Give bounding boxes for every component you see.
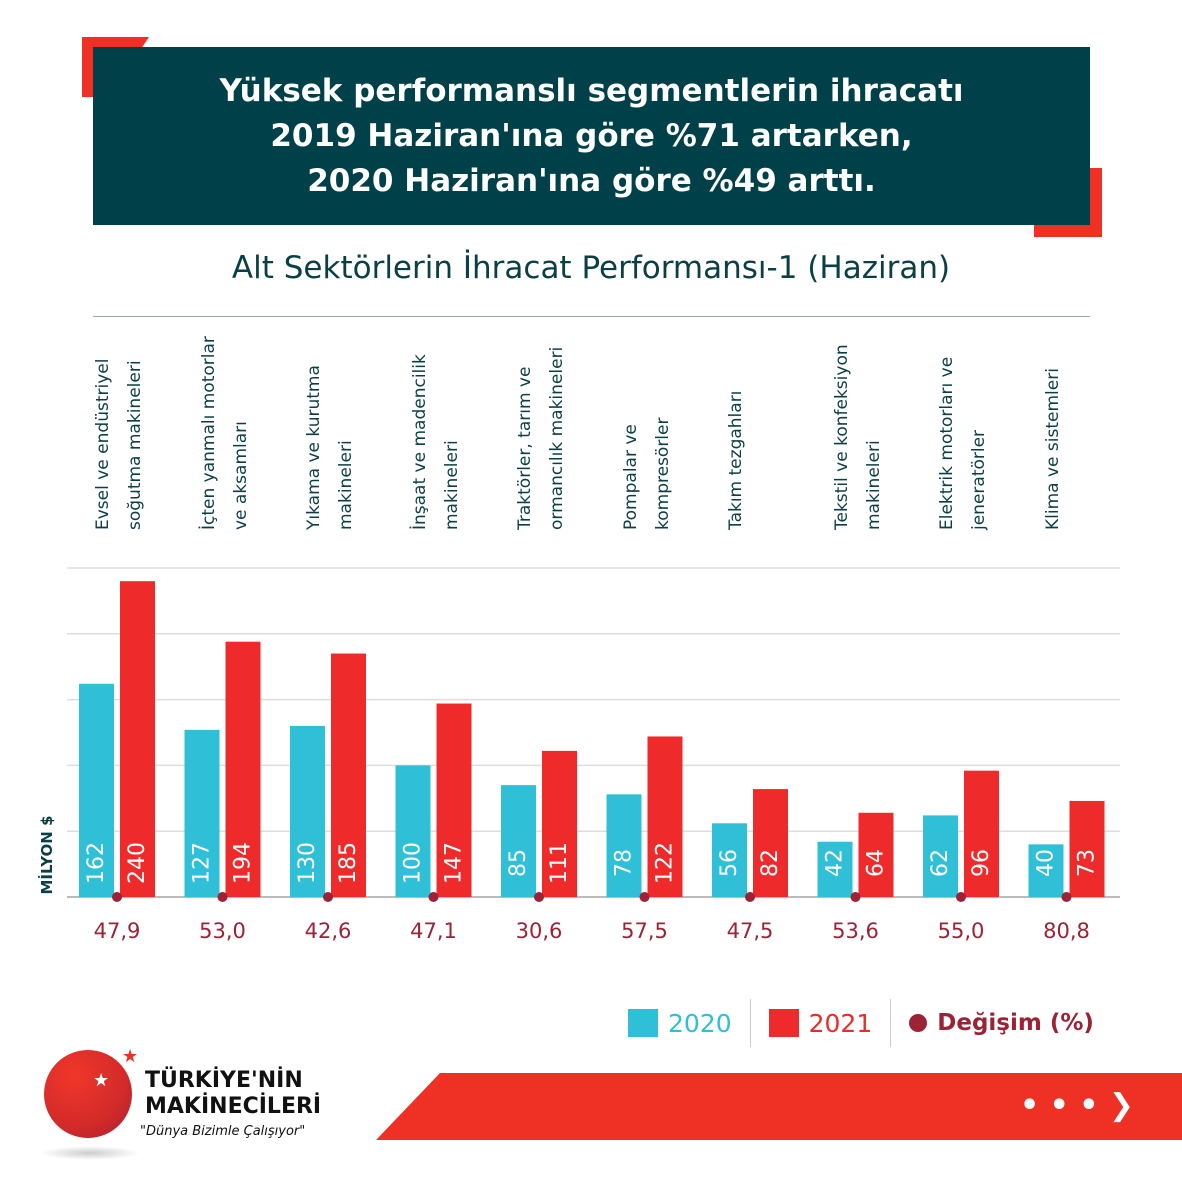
change-dot xyxy=(217,892,228,902)
change-label: 57,5 xyxy=(621,919,668,943)
brand-line: MAKİNECİLERİ xyxy=(145,1094,322,1119)
bar-2021 xyxy=(331,653,366,897)
data-label-2021: 147 xyxy=(442,842,467,884)
bar-2020 xyxy=(395,765,431,897)
bar-2020 xyxy=(923,815,958,897)
data-label-2020: 56 xyxy=(717,849,742,877)
legend-label-2021: 2021 xyxy=(808,1008,873,1038)
data-label-2020: 62 xyxy=(928,849,953,877)
legend-label-change: Değişim (%) xyxy=(937,1010,1094,1036)
change-dot xyxy=(1061,892,1072,902)
legend-label-2020: 2020 xyxy=(668,1008,732,1038)
data-label-2021: 64 xyxy=(864,849,889,877)
bar-2021 xyxy=(647,736,683,897)
change-label: 47,9 xyxy=(94,919,141,943)
data-label-2021: 240 xyxy=(125,842,150,884)
data-label-2020: 130 xyxy=(295,842,320,884)
legend-swatch-2020 xyxy=(628,1009,658,1037)
legend: 2020 2021 Değişim (%) xyxy=(628,999,1094,1047)
change-dot xyxy=(323,892,333,902)
data-label-2020: 42 xyxy=(823,849,848,877)
data-label-2020: 127 xyxy=(190,842,215,884)
star-icon: ★ xyxy=(93,1070,110,1091)
data-label-2020: 85 xyxy=(506,849,531,877)
bar-2020 xyxy=(290,725,325,897)
headline-line: 2020 Haziran'ına göre %49 arttı. xyxy=(307,162,876,199)
headline-line: Yüksek performanslı segmentlerin ihracat… xyxy=(219,72,964,109)
bar-2020 xyxy=(501,785,536,897)
bar-2020 xyxy=(184,729,220,897)
data-label-2021: 185 xyxy=(336,842,361,884)
change-label: 55,0 xyxy=(938,919,985,943)
data-label-2021: 96 xyxy=(969,849,994,877)
star-icon: ★ xyxy=(122,1046,139,1067)
data-label-2020: 40 xyxy=(1034,849,1059,877)
corner-accent-top xyxy=(82,37,149,47)
bar-2021 xyxy=(225,641,261,897)
bar-2020 xyxy=(606,794,642,897)
legend-separator xyxy=(749,999,751,1047)
slogan: "Dünya Bizimle Çalışıyor" xyxy=(140,1124,306,1139)
change-label: 53,6 xyxy=(832,919,879,943)
change-dot xyxy=(745,892,755,902)
legend-swatch-2021 xyxy=(768,1009,799,1037)
bar-chart: MİLYON $ 162 240 47,9 127 194 53,0 130 185 42,6 10… xyxy=(37,567,1120,943)
brand-name: TÜRKİYE'NİN MAKİNECİLERİ xyxy=(145,1068,321,1120)
data-label-2020: 100 xyxy=(401,842,426,884)
change-label: 30,6 xyxy=(516,919,563,943)
bar-2020 xyxy=(712,823,747,897)
bar-2021 xyxy=(964,770,999,897)
chart-title: Alt Sektörlerin İhracat Performansı-1 (H… xyxy=(231,250,951,286)
bar-2020 xyxy=(1028,844,1064,897)
data-label-2021: 194 xyxy=(231,842,256,884)
brand-line: TÜRKİYE'NİN xyxy=(145,1068,303,1093)
legend-separator xyxy=(890,999,892,1047)
corner-accent-bottom-side xyxy=(1090,168,1102,237)
footer-band xyxy=(376,1073,1182,1140)
data-label-2021: 73 xyxy=(1075,849,1100,877)
change-label: 53,0 xyxy=(199,919,246,943)
change-label: 47,1 xyxy=(410,919,457,943)
corner-accent-top-side xyxy=(82,37,93,97)
bar-2021 xyxy=(858,812,894,897)
data-label-2021: 82 xyxy=(758,849,783,877)
data-label-2021: 111 xyxy=(547,842,572,884)
change-label: 47,5 xyxy=(727,919,774,943)
change-dot xyxy=(956,892,966,902)
next-arrow-icon[interactable]: • • • ❯ xyxy=(1020,1088,1134,1123)
corner-accent-bottom xyxy=(1034,225,1102,237)
bar-2020 xyxy=(79,683,114,897)
bar-2021 xyxy=(120,581,155,897)
bar-2020 xyxy=(817,841,853,897)
bar-2021 xyxy=(542,750,577,897)
bar-2021 xyxy=(1069,800,1105,897)
change-dot xyxy=(639,892,650,902)
bar-2021 xyxy=(753,789,788,897)
legend-dot-change xyxy=(909,1014,928,1032)
data-label-2020: 162 xyxy=(84,842,109,884)
y-axis-label: MİLYON $ xyxy=(37,815,56,894)
bar-2021 xyxy=(436,703,472,897)
data-label-2021: 122 xyxy=(653,842,678,884)
logo-shadow xyxy=(40,1146,140,1160)
logo-circle xyxy=(44,1050,132,1138)
headline-banner: Yüksek performanslı segmentlerin ihracat… xyxy=(93,47,1090,225)
change-dot xyxy=(850,892,861,902)
change-label: 80,8 xyxy=(1043,919,1090,943)
change-dot xyxy=(534,892,544,902)
change-label: 42,6 xyxy=(305,919,352,943)
headline-line: 2019 Haziran'ına göre %71 artarken, xyxy=(270,117,913,154)
change-dot xyxy=(112,892,122,902)
change-dot xyxy=(428,892,439,902)
divider xyxy=(93,316,1090,317)
data-label-2020: 78 xyxy=(612,849,637,877)
